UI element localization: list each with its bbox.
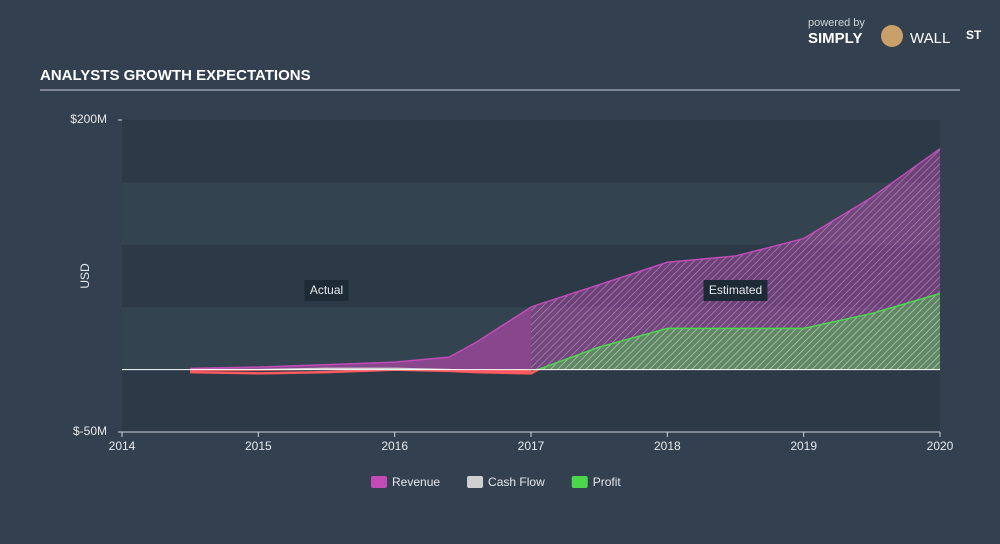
legend-swatch: [467, 476, 484, 488]
y-tick-label: $-50M: [73, 424, 107, 438]
logo-simply: SIMPLY: [808, 30, 862, 47]
series-line: [190, 148, 941, 370]
area-hatch: [531, 293, 940, 374]
x-tick-label: 2018: [654, 439, 681, 453]
legend-swatch: [571, 476, 588, 488]
x-tick-label: 2020: [927, 439, 954, 453]
legend-swatch: [371, 476, 387, 488]
area-actual: [190, 307, 531, 370]
logo-st: ST: [966, 28, 982, 42]
y-axis-label: USD: [78, 263, 92, 289]
logo-icon: [881, 25, 903, 47]
legend-label: Revenue: [392, 475, 440, 489]
region-label: Estimated: [709, 283, 762, 297]
x-tick-label: 2019: [790, 439, 817, 453]
grid-band: [122, 182, 940, 245]
x-tick-label: 2016: [381, 439, 408, 453]
series-line-negative: [190, 369, 542, 375]
chart-title: ANALYSTS GROWTH EXPECTATIONS: [40, 67, 311, 84]
region-label-bg: [703, 280, 768, 301]
x-tick-label: 2014: [109, 439, 136, 453]
legend-label: Profit: [593, 475, 622, 489]
x-tick-label: 2017: [518, 439, 545, 453]
region-label-bg: [304, 280, 349, 301]
grid-band: [122, 120, 940, 183]
grid-band: [122, 369, 940, 432]
y-tick-label: $200M: [70, 112, 107, 126]
x-tick-label: 2015: [245, 439, 272, 453]
legend-label: Cash Flow: [488, 475, 545, 489]
logo-powered: powered by: [808, 17, 865, 29]
area-hatch: [531, 148, 940, 370]
region-label: Actual: [310, 283, 343, 297]
logo-wall: WALL: [910, 30, 950, 47]
